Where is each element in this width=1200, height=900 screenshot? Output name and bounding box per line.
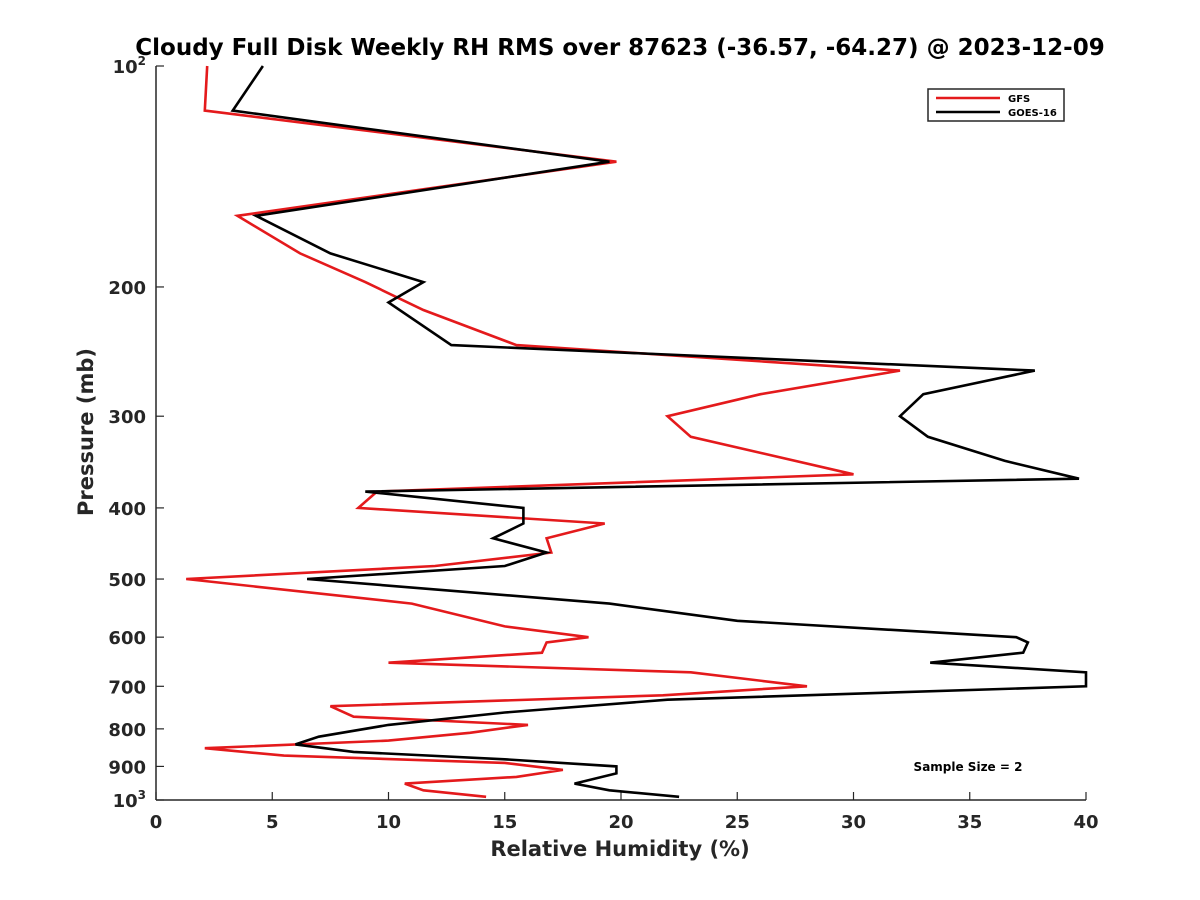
x-tick-label: 15 — [492, 812, 517, 833]
legend-label: GFS — [1008, 94, 1030, 105]
x-tick-label: 0 — [150, 812, 163, 833]
y-tick-label: 600 — [108, 628, 146, 649]
legend-box — [927, 88, 1065, 122]
series-line-gfs — [186, 65, 901, 799]
x-tick-label: 5 — [266, 812, 279, 833]
y-axis-label: Pressure (mb) — [74, 348, 98, 516]
y-tick-label: 800 — [108, 720, 146, 741]
x-tick-label: 20 — [608, 812, 633, 833]
chart-title: Cloudy Full Disk Weekly RH RMS over 8762… — [135, 35, 1104, 61]
sample-size-annotation: Sample Size = 2 — [914, 760, 1023, 774]
y-tick-label: 400 — [108, 499, 146, 520]
x-tick-label: 25 — [725, 812, 750, 833]
axes: 0 5 10 15 20 25 30 35 40 102 200 300 400 500 600 700 800… — [108, 54, 1098, 833]
y-tick-label: 103 — [113, 788, 146, 812]
x-tick-label: 35 — [957, 812, 982, 833]
series-line-goes-16 — [230, 65, 1088, 799]
y-tick-label: 102 — [113, 54, 146, 78]
y-tick-label: 300 — [108, 407, 146, 428]
series-layer — [186, 65, 1088, 799]
y-tick-label: 200 — [108, 278, 146, 299]
x-tick-label: 10 — [376, 812, 401, 833]
legend: GFS GOES-16 — [927, 88, 1065, 122]
legend-label: GOES-16 — [1008, 108, 1057, 119]
y-tick-label: 900 — [108, 757, 146, 778]
y-tick-label: 500 — [108, 570, 146, 591]
x-tick-label: 40 — [1073, 812, 1098, 833]
y-tick-label: 700 — [108, 677, 146, 698]
x-axis-label: Relative Humidity (%) — [490, 837, 749, 861]
x-tick-label: 30 — [841, 812, 866, 833]
